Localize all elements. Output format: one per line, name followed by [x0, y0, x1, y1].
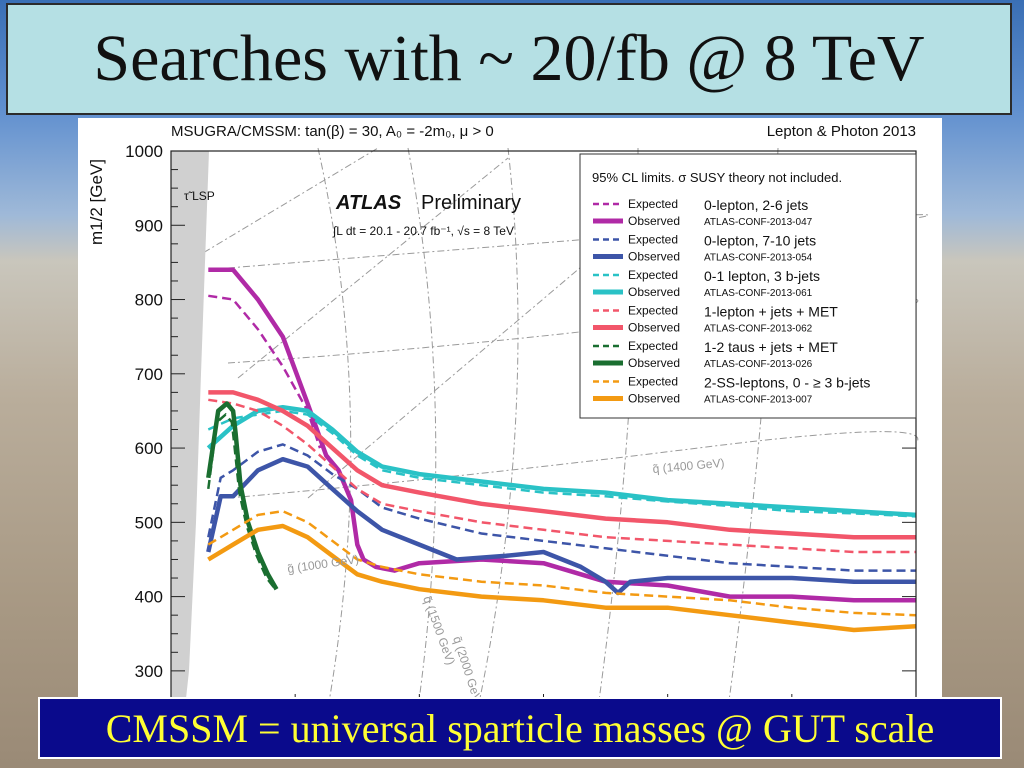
expected-limit-line — [207, 443, 916, 572]
legend-series-name: 1-lepton + jets + MET — [704, 304, 838, 320]
contour-label: q̃ (1500 GeV) — [420, 594, 458, 666]
legend-series-name: 1-2 taus + jets + MET — [704, 339, 838, 355]
y-tick-label: 900 — [135, 216, 163, 235]
contour-label: q̃ (1400 GeV) — [652, 456, 725, 476]
legend-observed-label: Observed — [628, 321, 680, 335]
expected-limit-line — [208, 398, 916, 554]
atlas-label: ATLAS — [335, 192, 402, 214]
y-tick-label: 1000 — [125, 142, 163, 161]
legend-expected-label: Expected — [628, 304, 678, 318]
legend-observed-label: Observed — [628, 356, 680, 370]
contour-label: q̃ (2000 GeV) — [450, 635, 486, 698]
legend-series-ref: ATLAS-CONF-2013-061 — [704, 288, 813, 299]
diagonal-contour-line — [177, 147, 379, 269]
caption-box: CMSSM = universal sparticle masses @ GUT… — [38, 697, 1002, 759]
chart-header-right: Lepton & Photon 2013 — [767, 123, 916, 140]
observed-limit-line — [206, 401, 279, 591]
legend-observed-label: Observed — [628, 214, 680, 228]
y-tick-label: 300 — [135, 662, 163, 681]
y-tick-label: 500 — [135, 513, 163, 532]
legend-expected-label: Expected — [628, 375, 678, 389]
chart-header-left: MSUGRA/CMSSM: tan(β) = 30, A₀ = -2m₀, μ … — [171, 123, 494, 140]
axis-layer: 300 400 500 600 700 800 900 1000 — [125, 142, 917, 698]
contour-label: g̃ (1000 GeV) — [286, 552, 359, 576]
legend-series-name: 0-1 lepton, 3 b-jets — [704, 268, 820, 284]
legend-expected-label: Expected — [628, 268, 678, 282]
squark-contour-line — [317, 147, 352, 698]
expected-limit-line — [207, 409, 917, 518]
legend-series-name: 2-SS-leptons, 0 - ≥ 3 b-jets — [704, 375, 870, 391]
observed-limit-line — [208, 390, 916, 540]
legend-series-ref: ATLAS-CONF-2013-007 — [704, 395, 813, 406]
expected-limit-line — [208, 294, 322, 449]
legend-observed-label: Observed — [628, 250, 680, 264]
expected-limit-line — [207, 509, 917, 617]
series-layer — [206, 267, 917, 633]
expected-limit-line — [207, 412, 277, 590]
gluino-contour-line — [227, 214, 929, 269]
squark-contour-line — [407, 147, 437, 698]
observed-limit-line — [206, 456, 916, 596]
legend-entries: Expected Observed 0-lepton, 2-6 jets ATLAS-… — [593, 197, 870, 406]
legend-expected-label: Expected — [628, 197, 678, 211]
plot-card: g̃ (1000 GeV) q̃ (1500 GeV) q̃ (2000 GeV) q… — [78, 118, 942, 698]
legend-series-ref: ATLAS-CONF-2013-054 — [704, 253, 813, 264]
legend-expected-label: Expected — [628, 233, 678, 247]
legend-series-ref: ATLAS-CONF-2013-047 — [704, 217, 813, 228]
legend-series-name: 0-lepton, 2-6 jets — [704, 197, 808, 213]
gluino-contour-line — [227, 431, 919, 499]
y-tick-label: 400 — [135, 588, 163, 607]
observed-limit-line — [208, 267, 916, 603]
y-tick-label: 800 — [135, 291, 163, 310]
legend-observed-label: Observed — [628, 285, 680, 299]
observed-limit-line — [207, 523, 917, 633]
legend-observed-label: Observed — [628, 392, 680, 406]
slide-title: Searches with ~ 20/fb @ 8 TeV — [93, 22, 925, 95]
slide-title-box: Searches with ~ 20/fb @ 8 TeV — [6, 3, 1012, 115]
y-tick-label: 700 — [135, 365, 163, 384]
legend-frame — [579, 153, 917, 419]
excluded-region-label: τ̃ LSP — [184, 189, 215, 203]
legend-expected-label: Expected — [628, 339, 678, 353]
legend-series-name: 0-lepton, 7-10 jets — [704, 233, 816, 249]
legend-title: 95% CL limits. σ SUSY theory not include… — [592, 170, 842, 185]
legend: 95% CL limits. σ SUSY theory not include… — [579, 153, 917, 419]
diagonal-contour-line — [237, 157, 509, 379]
preliminary-label: Preliminary — [421, 192, 521, 214]
excluded-region-band — [171, 151, 209, 698]
exclusion-chart: g̃ (1000 GeV) q̃ (1500 GeV)q̃ (2000 GeV) q… — [87, 123, 929, 698]
y-tick-label: 600 — [135, 439, 163, 458]
squark-contour-line — [479, 147, 519, 698]
y-axis-label: m1/2 [GeV] — [87, 159, 106, 245]
legend-series-ref: ATLAS-CONF-2013-062 — [704, 324, 813, 335]
slide-caption: CMSSM = universal sparticle masses @ GUT… — [105, 705, 935, 751]
legend-series-ref: ATLAS-CONF-2013-026 — [704, 359, 813, 370]
lumi-label: ∫L dt = 20.1 - 20.7 fb⁻¹, √s = 8 TeV — [332, 224, 514, 238]
